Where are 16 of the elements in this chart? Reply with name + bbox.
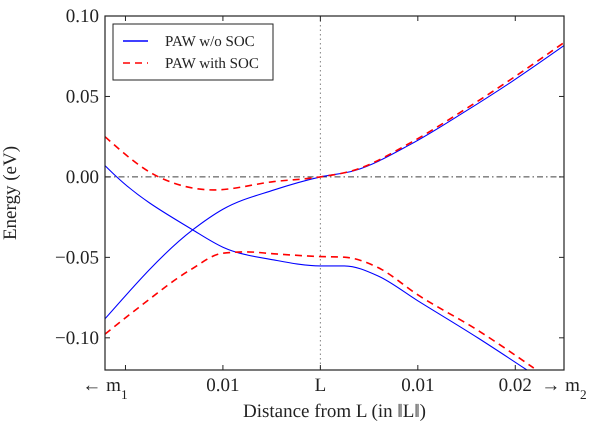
x-axis-title: Distance from L (in ‖L‖) (242, 401, 426, 422)
legend-label: PAW with SOC (165, 56, 259, 72)
line-series (104, 251, 535, 369)
text: ← m$_{1}$ (82, 375, 128, 402)
x-tick-label: 0.01 (401, 375, 434, 396)
x-tick-label: 0.01 (206, 375, 240, 396)
y-tick-label: −0.05 (55, 247, 99, 268)
x-tick-label: L (314, 375, 326, 396)
text: → m$_{2}$ (541, 375, 587, 402)
y-tick-label: 0.00 (66, 166, 99, 188)
y-tick-label: 0.05 (66, 86, 99, 108)
y-axis-title: Energy (eV) (0, 146, 21, 240)
y-tick-label: 0.10 (66, 6, 99, 27)
y-tick-label: −0.10 (55, 328, 99, 349)
x-tick-label: 0.02 (498, 375, 532, 396)
legend-label: PAW w/o SOC (165, 34, 255, 50)
